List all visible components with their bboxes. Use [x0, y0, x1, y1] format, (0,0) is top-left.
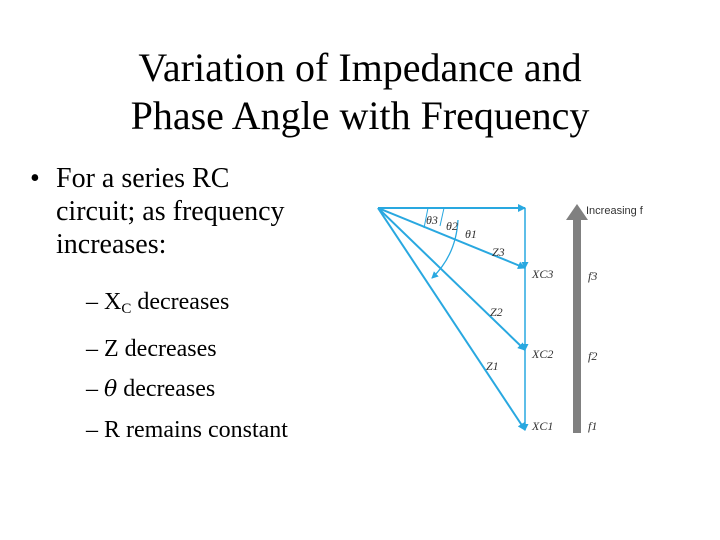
- slide-title: Variation of Impedance and Phase Angle w…: [0, 44, 720, 140]
- f3-label: f3: [588, 269, 597, 283]
- theta1-label: θ1: [465, 227, 477, 241]
- xc3-label: XC3: [531, 267, 553, 281]
- main-bullet: • For a series RC circuit; as frequency …: [30, 162, 356, 261]
- f2-label: f2: [588, 349, 597, 363]
- dash: –: [86, 289, 98, 315]
- bullet-line-2: circuit; as frequency: [56, 196, 285, 227]
- increasing-frequency-arrow-shaft: [573, 218, 581, 433]
- theta-symbol: θ: [104, 377, 118, 402]
- increasing-frequency-label: Increasing f: [586, 205, 644, 217]
- sub-bullet-z: – Z decreases: [86, 329, 288, 369]
- xc2-label: XC2: [531, 347, 553, 361]
- z1-label: Z1: [486, 359, 499, 373]
- f1-label: f1: [588, 419, 597, 433]
- z3-vector: [377, 207, 526, 270]
- xc1-label: XC1: [531, 419, 553, 433]
- theta2-label: θ2: [446, 219, 458, 233]
- bullet-line-3: increases:: [56, 229, 167, 260]
- increasing-frequency-arrow-head: [566, 204, 588, 220]
- z-text: Z decreases: [104, 336, 217, 362]
- theta3-label: θ3: [426, 213, 438, 227]
- xc-subscript: C: [121, 301, 132, 317]
- sub-bullet-xc: – XC decreases: [86, 282, 288, 329]
- sub-bullet-r: – R remains constant: [86, 410, 288, 450]
- dash: –: [86, 336, 98, 362]
- sub-bullet-list: – XC decreases – Z decreases – θ decreas…: [86, 282, 288, 450]
- xc-text: decreases: [131, 289, 230, 315]
- z2-vector: [377, 207, 526, 351]
- z3-label: Z3: [492, 245, 505, 259]
- bullet-line-1: For a series RC: [56, 163, 230, 194]
- dash: –: [86, 417, 98, 443]
- z2-label: Z2: [490, 305, 503, 319]
- dash: –: [86, 376, 98, 402]
- bullet-marker: •: [30, 163, 40, 194]
- sub-bullet-theta: – θ decreases: [86, 369, 288, 410]
- title-line-1: Variation of Impedance and: [138, 45, 582, 90]
- xc-symbol: X: [104, 289, 122, 315]
- r-text: R remains constant: [104, 417, 288, 443]
- title-line-2: Phase Angle with Frequency: [130, 93, 590, 138]
- theta-text: decreases: [117, 376, 216, 402]
- theta-arc: [431, 219, 459, 279]
- theta-separator: [439, 207, 445, 227]
- z1-vector: [377, 207, 526, 431]
- bullet-text: For a series RC circuit; as frequency in…: [56, 162, 356, 261]
- theta-separator: [423, 207, 429, 229]
- impedance-phasor-diagram: θ3 θ2 θ1 Z3 Z2 Z1 XC3 XC2 XC1 Increasing…: [377, 204, 644, 433]
